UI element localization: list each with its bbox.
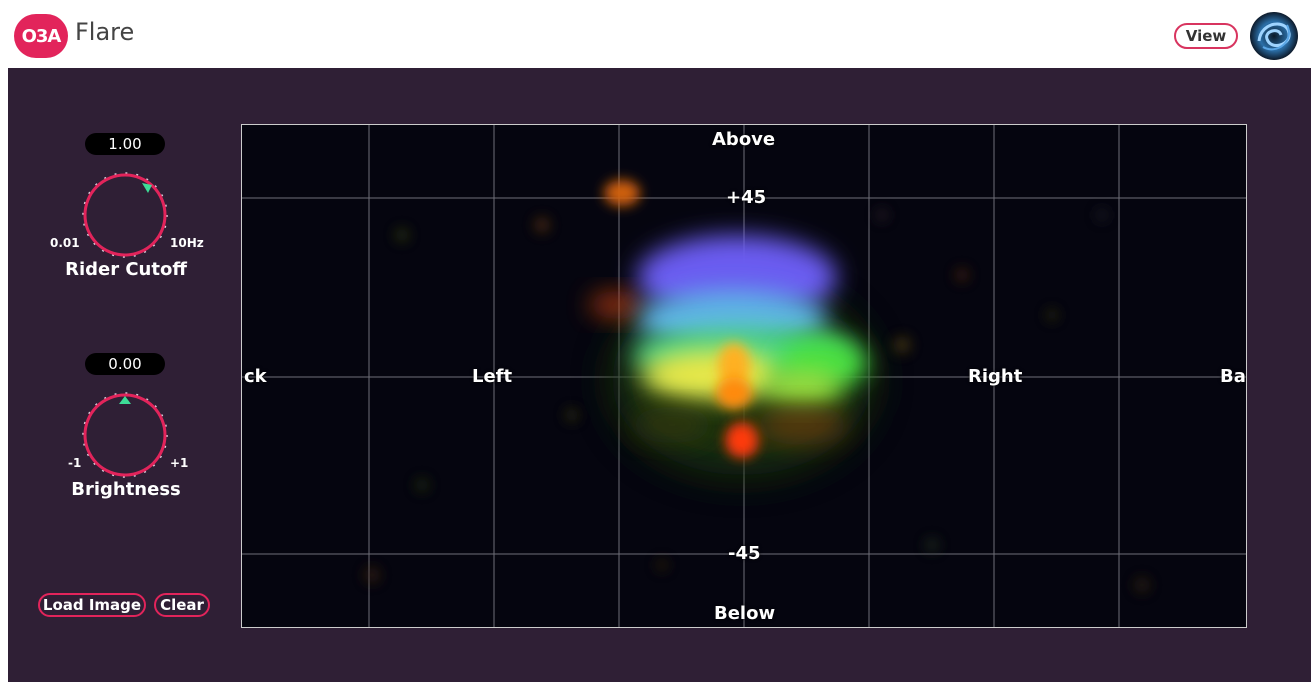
rider-cutoff-label: Rider Cutoff bbox=[65, 259, 187, 280]
visualiser-graphic bbox=[242, 125, 1246, 627]
label-plus45: +45 bbox=[726, 187, 767, 208]
swirl-logo-icon[interactable] bbox=[1249, 11, 1299, 61]
spatial-visualiser[interactable]: Above +45 Left Right ck Ba -45 Below bbox=[241, 124, 1247, 628]
brightness-label: Brightness bbox=[71, 479, 181, 500]
clear-button[interactable]: Clear bbox=[154, 593, 210, 617]
label-back-left: ck bbox=[244, 366, 267, 387]
brightness-knob[interactable] bbox=[70, 383, 180, 483]
header-bar: O3A Flare View bbox=[0, 0, 1311, 68]
label-below: Below bbox=[714, 603, 776, 624]
plugin-title: Flare bbox=[75, 18, 135, 46]
view-button[interactable]: View bbox=[1174, 23, 1238, 49]
rider-cutoff-max-label: 10Hz bbox=[170, 236, 204, 250]
rider-cutoff-min-label: 0.01 bbox=[50, 236, 80, 250]
label-back-right: Ba bbox=[1220, 366, 1246, 387]
label-left: Left bbox=[472, 366, 513, 387]
label-above: Above bbox=[712, 129, 776, 150]
brightness-max-label: +1 bbox=[170, 456, 189, 470]
brightness-min-label: -1 bbox=[68, 456, 82, 470]
load-image-button[interactable]: Load Image bbox=[38, 593, 146, 617]
rider-cutoff-readout[interactable]: 1.00 bbox=[85, 133, 165, 155]
brightness-readout[interactable]: 0.00 bbox=[85, 353, 165, 375]
rider-cutoff-knob[interactable] bbox=[70, 163, 180, 263]
label-right: Right bbox=[968, 366, 1023, 387]
label-minus45: -45 bbox=[728, 543, 761, 564]
o3a-logo: O3A bbox=[14, 14, 68, 58]
